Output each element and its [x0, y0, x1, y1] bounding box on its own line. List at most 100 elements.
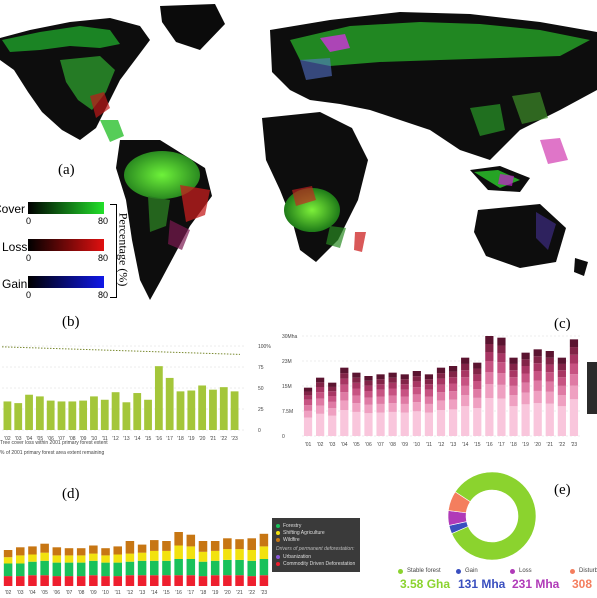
chart-e-slice: [448, 491, 471, 514]
chart-c-bar-segment: [400, 412, 409, 436]
chart-b-xtick: '02: [4, 436, 11, 442]
chart-e-legend-dot: [570, 568, 575, 574]
chart-d-legend-section: Drivers of permanent deforestation:: [276, 546, 355, 552]
chart-c-bar-segment: [497, 337, 506, 346]
chart-b: 100% 75 50 25 0 '02 '03 '04 '05'06 '07 '08 '09 '10 '1…: [1, 344, 271, 442]
chart-b-bar: [79, 400, 88, 430]
chart-c-bar-segment: [557, 406, 566, 436]
chart-c-bar-segment: [485, 398, 494, 436]
chart-c-bar-segment: [509, 385, 518, 396]
chart-c-bar-segment: [303, 410, 313, 418]
chart-d-legend-label: Shifting Agriculture: [283, 529, 325, 536]
chart-c-bar-segment: [376, 379, 385, 385]
chart-c-bar-segment: [400, 384, 409, 390]
chart-e-legend-label: Disturb: [579, 568, 597, 574]
chart-c-bar-segment: [521, 352, 530, 360]
chart-d-bar-segment: [89, 560, 98, 576]
chart-d-bar-segment: [174, 545, 183, 559]
chart-d-xtick: '14: [151, 590, 158, 596]
chart-c-bar-segment: [424, 379, 434, 385]
chart-d-bar-segment: [150, 560, 159, 576]
chart-c-bar-segment: [376, 384, 385, 390]
chart-b-xtick: '08: [69, 436, 76, 442]
chart-d-legend-swatch: [276, 561, 280, 566]
chart-d-legend-item: Wildfire: [276, 536, 325, 543]
africa-landmass: [262, 112, 368, 262]
chart-c-xtick: '04: [341, 442, 348, 448]
chart-c-bar-segment: [388, 395, 397, 404]
chart-b-xtick: '04: [26, 436, 33, 442]
chart-c-bar-segment: [400, 379, 409, 385]
chart-c-bar-segment: [569, 354, 579, 364]
chart-c-bar-segment: [569, 363, 579, 375]
chart-d-bar-segment: [89, 575, 98, 586]
chart-c-bar-segment: [364, 376, 373, 381]
chart-c-bar-segment: [569, 399, 579, 436]
chart-b-bar: [100, 399, 109, 430]
chart-b-legend-1: Tree cover loss within 2001 primary fore…: [0, 440, 108, 446]
chart-c-bar-segment: [340, 392, 349, 401]
chart-d: '02 '03 '04 '05 '06 '07 '08 '09 '10 '11 '12 '13 '14 '…: [3, 532, 269, 596]
world-map: [0, 4, 597, 300]
chart-c-bar-segment: [340, 373, 349, 379]
chart-d-bar-segment: [223, 538, 232, 550]
chart-c-bar-segment: [303, 405, 313, 411]
chart-d-bar-segment: [40, 552, 49, 561]
legend-loss-min: 0: [26, 253, 32, 263]
chart-c-xtick: '01: [305, 442, 312, 448]
chart-d-bar-segment: [101, 555, 110, 563]
legend-gain-label: Gain: [2, 277, 28, 291]
chart-c-bar-segment: [376, 412, 385, 436]
chart-e-legend-item: Loss 231 Mha: [510, 568, 559, 591]
chart-e-legend-value: 308: [572, 577, 593, 591]
legend-gain-max: 80: [98, 290, 109, 300]
chart-c-bar-segment: [545, 372, 554, 382]
chart-c-xtick: '08: [389, 442, 396, 448]
chart-c-bar-segment: [473, 397, 482, 409]
chart-c-bar-segment: [376, 403, 385, 413]
chart-c-bar-segment: [388, 372, 397, 378]
chart-c-bar-segment: [497, 353, 506, 363]
chart-b-xtick: '13: [123, 436, 130, 442]
chart-e-legend-name: Gain: [456, 568, 505, 574]
chart-c-bar-segment: [448, 366, 458, 372]
chart-d-bar-segment: [3, 557, 13, 564]
chart-c-xtick: '05: [353, 442, 360, 448]
chart-d-legend-label: Commodity Driven Deforestation: [283, 560, 356, 567]
chart-c-bar-segment: [485, 361, 494, 372]
chart-c-bar-segment: [497, 345, 506, 354]
chart-d-bar-segment: [162, 575, 171, 586]
chart-b-ytick: 25: [258, 407, 264, 413]
chart-c-bar-segment: [412, 387, 421, 395]
chart-c-bar-segment: [412, 394, 421, 403]
chart-c-bar-segment: [340, 384, 349, 393]
chart-c-xtick: '20: [534, 442, 541, 448]
chart-c-xtick: '14: [462, 442, 469, 448]
chart-d-bar-segment: [16, 563, 25, 577]
chart-d-bar-segment: [52, 562, 62, 577]
chart-d-bar-segment: [125, 575, 135, 586]
chart-c-bar-segment: [303, 391, 313, 396]
chart-d-bar-segment: [247, 560, 256, 577]
chart-c-ytick: 7.5M: [282, 409, 293, 415]
panel-d: (d) '02 '03 '04 '05 '06 '07 '08 '09 '10 '11 '12 '13…: [0, 480, 370, 597]
chart-c-bar-segment: [509, 406, 518, 436]
chart-d-bar-segment: [198, 576, 208, 586]
panel-d-label: (d): [62, 486, 80, 502]
chart-e-legend-dot: [398, 568, 403, 574]
chart-d-bar-segment: [198, 551, 208, 562]
legend-loss-max: 80: [98, 253, 109, 263]
chart-c-bar-segment: [473, 374, 482, 381]
chart-d-bar-segment: [64, 562, 74, 577]
chart-d-bar-segment: [210, 550, 220, 561]
chart-b-bar: [187, 390, 196, 430]
chart-c-bar-segment: [569, 374, 579, 386]
chart-c-ytick: 30Mha: [282, 334, 298, 340]
chart-d-bar-segment: [235, 539, 244, 550]
chart-d-bar-segment: [150, 540, 159, 551]
chart-d-xtick: '06: [54, 590, 61, 596]
chart-c-bar-segment: [328, 401, 337, 409]
chart-d-xtick: '11: [115, 590, 121, 596]
chart-b-xtick: '05: [37, 436, 44, 442]
chart-c-bar-segment: [352, 382, 361, 389]
